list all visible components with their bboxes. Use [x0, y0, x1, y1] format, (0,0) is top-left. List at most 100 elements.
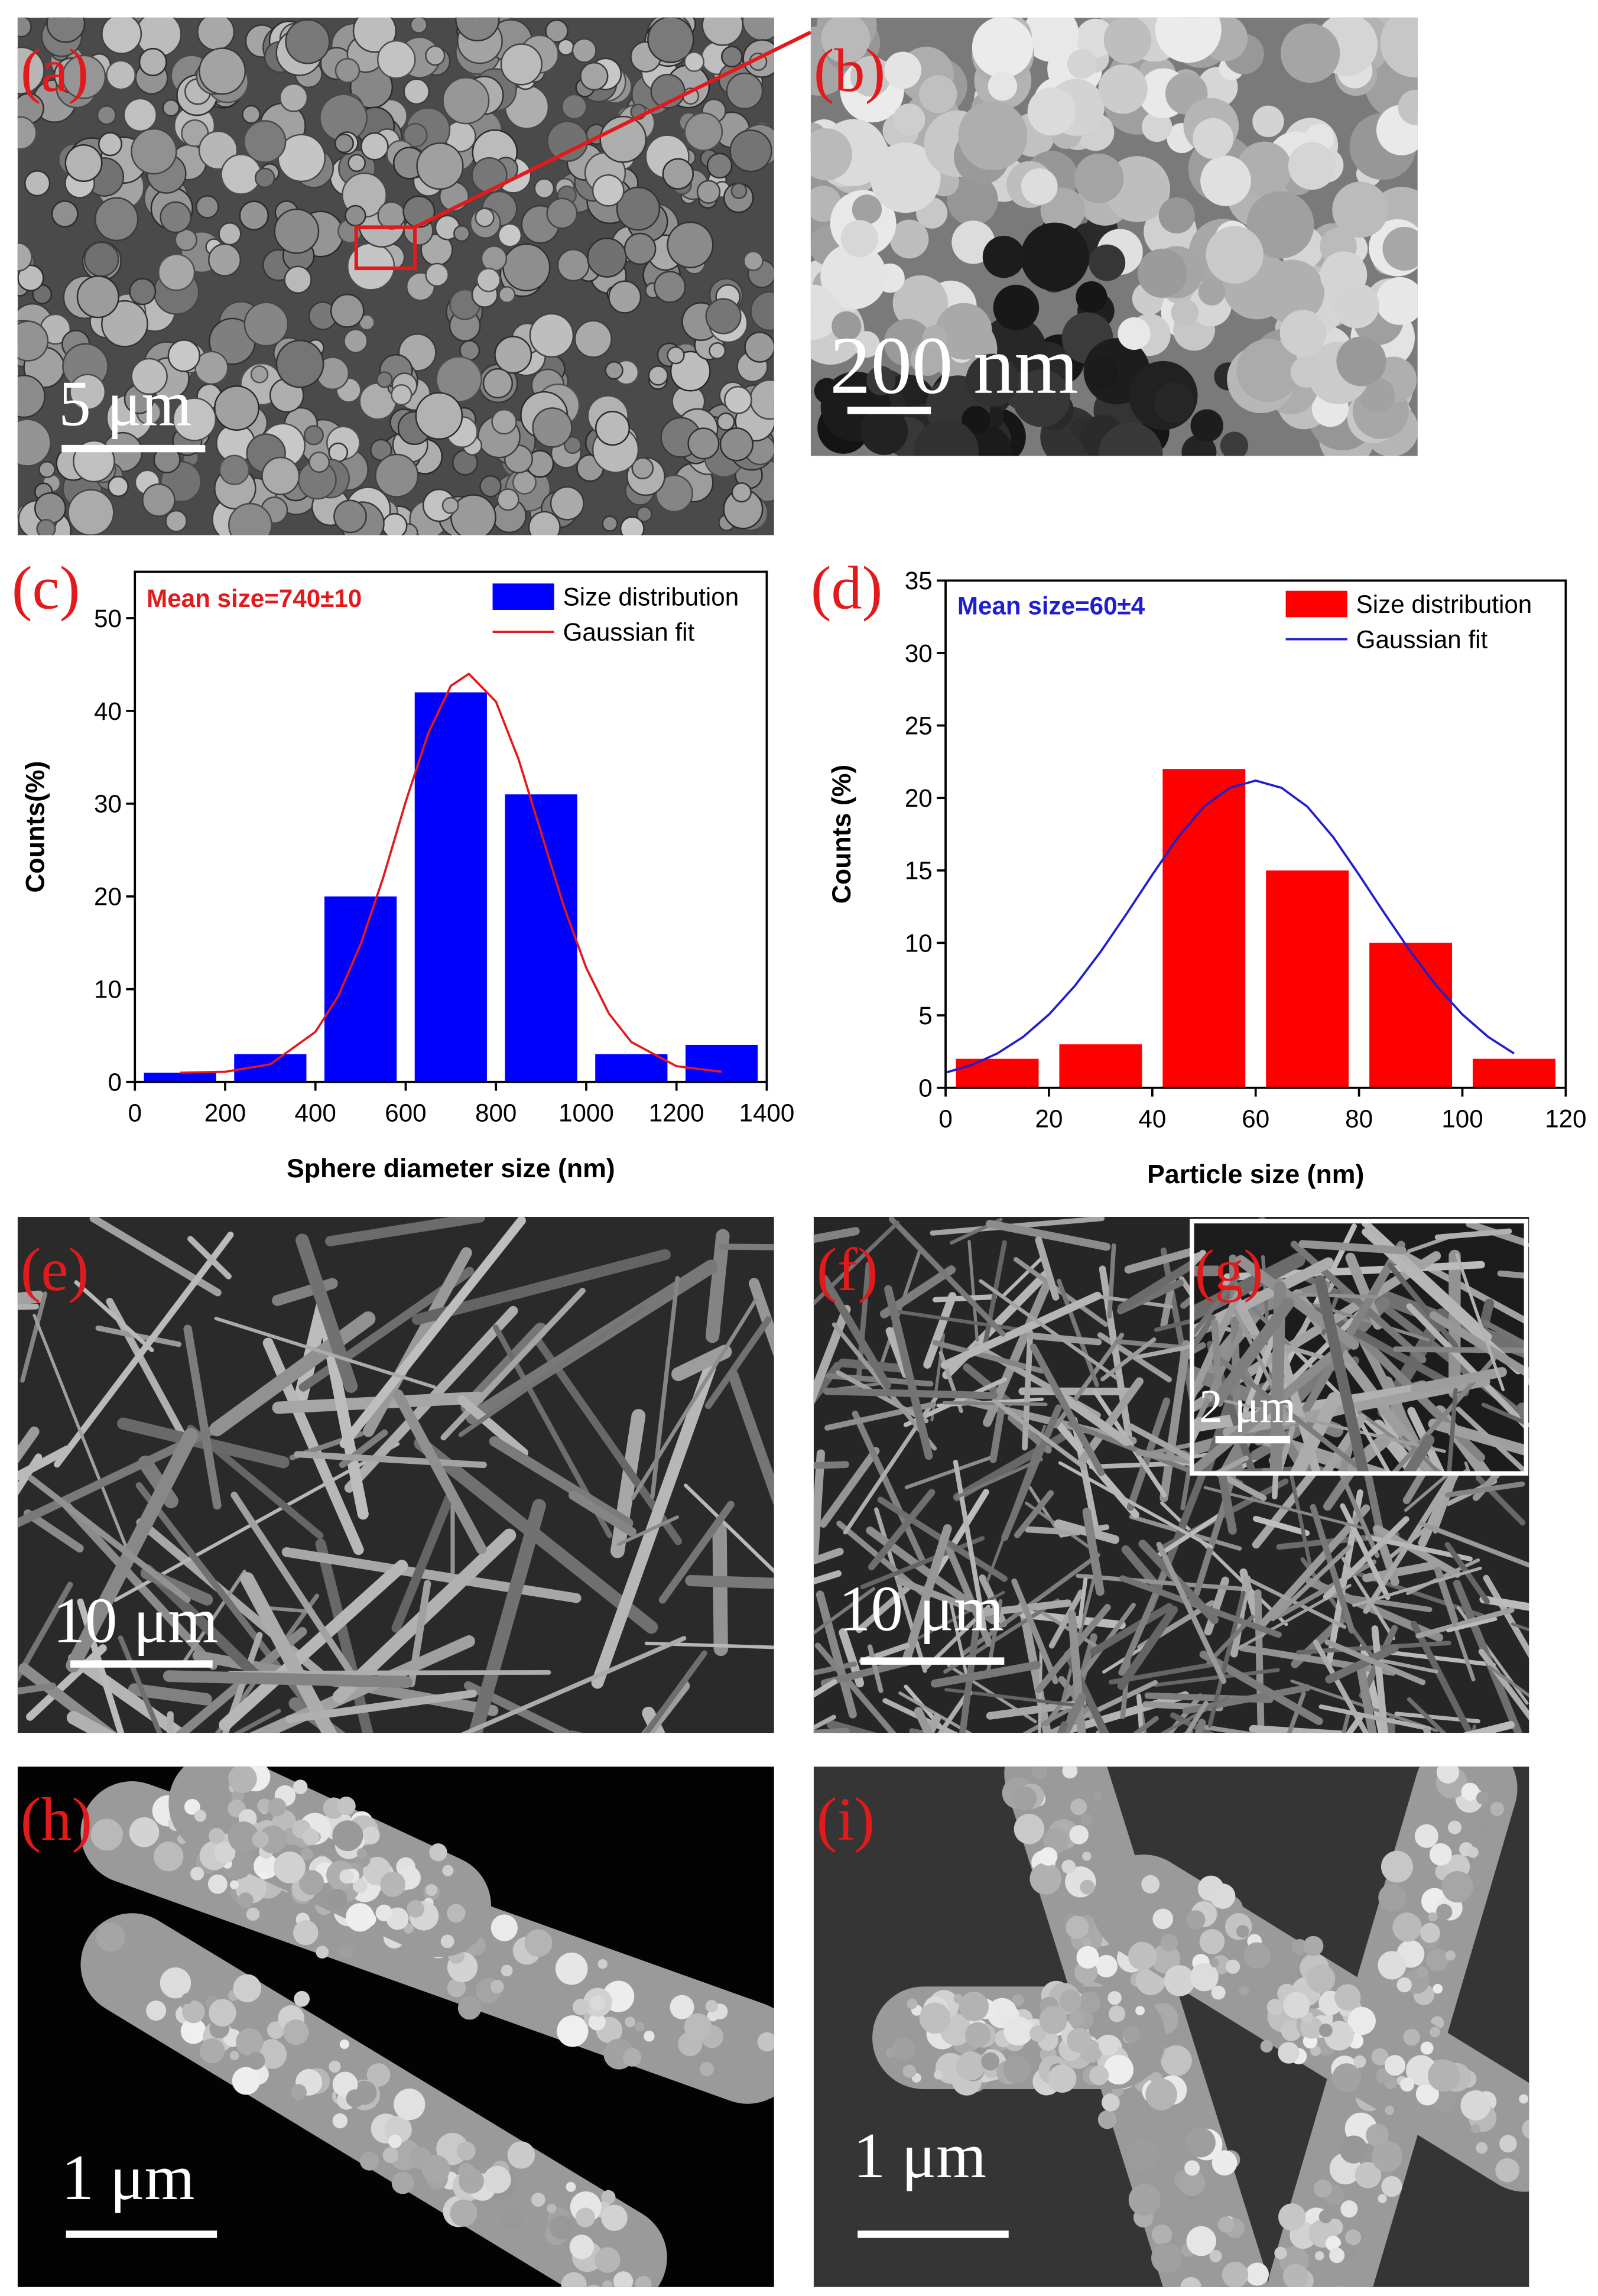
speck: [1334, 1984, 1361, 2011]
particle: [731, 482, 752, 503]
speck: [154, 1842, 184, 1872]
grain: [988, 72, 1018, 101]
particle: [587, 237, 628, 278]
speck: [1103, 2054, 1134, 2085]
particle: [67, 489, 115, 535]
fiber: [440, 1287, 586, 1441]
particle: [333, 499, 367, 534]
particle: [17, 320, 49, 362]
particle: [403, 78, 430, 105]
particle: [742, 17, 774, 41]
particle: [667, 346, 685, 365]
speck: [1378, 2194, 1387, 2203]
fiber: [1090, 1603, 1173, 1656]
speck: [1376, 2125, 1386, 2135]
fiber: [813, 1587, 876, 1635]
speck: [902, 2064, 917, 2078]
particle: [64, 144, 103, 182]
grain: [1236, 339, 1300, 402]
fiber: [1033, 1606, 1098, 1648]
speck: [346, 2089, 365, 2108]
fiber: [1058, 1461, 1213, 1549]
particle: [38, 460, 56, 478]
particle: [476, 267, 501, 293]
y-axis-label: Counts (%): [827, 765, 856, 904]
speck: [549, 2216, 573, 2240]
speck: [356, 1848, 367, 1859]
grain: [1158, 197, 1195, 234]
fiber: [931, 1661, 1041, 1688]
speck: [238, 1892, 254, 1908]
speck: [1081, 1937, 1092, 1947]
speck: [964, 2022, 991, 2048]
grain: [840, 220, 878, 258]
fiber: [1200, 1392, 1237, 1474]
particle: [218, 222, 242, 246]
speck: [1428, 2059, 1460, 2092]
speck: [1245, 2262, 1269, 2286]
speck: [1029, 1862, 1062, 1895]
speck: [1180, 2291, 1198, 2296]
speck: [1335, 2285, 1347, 2287]
speck: [1436, 1766, 1460, 1784]
speck: [233, 1974, 262, 2003]
fiber: [1212, 1297, 1295, 1406]
speck: [294, 1990, 310, 2007]
speck: [1128, 2184, 1161, 2216]
fiber: [1132, 1716, 1159, 1733]
speck: [705, 2000, 718, 2013]
fiber: [1067, 1421, 1190, 1473]
speck: [146, 2001, 167, 2021]
particle: [46, 17, 86, 43]
fiber: [1520, 1242, 1529, 1248]
particle: [162, 99, 180, 117]
speck: [1467, 1846, 1479, 1858]
speck: [1415, 2082, 1439, 2106]
fiber: [468, 1499, 546, 1733]
fiber: [458, 1304, 647, 1437]
x-tick-label: 800: [475, 1099, 517, 1127]
fiber: [704, 1316, 772, 1410]
fiber: [867, 1644, 884, 1693]
particle: [441, 496, 459, 514]
speck: [1426, 1948, 1449, 1972]
fiber: [187, 1236, 232, 1279]
panel-label: (g): [1195, 1239, 1264, 1303]
speck: [1381, 2176, 1402, 2197]
fiber: [813, 1714, 836, 1730]
particle: [655, 475, 693, 512]
grain: [958, 100, 1028, 171]
fiber: [1239, 1644, 1396, 1676]
speck: [253, 1853, 279, 1879]
particle: [696, 180, 721, 204]
fiber: [650, 1275, 680, 1499]
speck: [1260, 2040, 1273, 2053]
grain: [852, 194, 882, 225]
speck: [1029, 2025, 1046, 2042]
speck: [209, 1827, 225, 1844]
fiber: [1361, 1221, 1492, 1341]
speck: [332, 2113, 348, 2129]
fiber: [28, 1475, 191, 1603]
speck: [501, 1964, 513, 1977]
grain: [1206, 226, 1264, 284]
fiber: [1275, 1559, 1377, 1619]
speck: [1070, 1798, 1087, 1816]
fiber: [1418, 1521, 1529, 1568]
fiber: [904, 1455, 994, 1489]
speck: [1429, 1843, 1452, 1866]
particle: [17, 116, 37, 150]
fiber: [1320, 1414, 1366, 1474]
panel-label: (a): [21, 36, 89, 105]
fiber: [1478, 1648, 1529, 1720]
speck: [1079, 1991, 1101, 2014]
speck: [1080, 1879, 1095, 1895]
particle: [370, 439, 392, 462]
panel-label: (d): [811, 553, 882, 622]
speck: [1066, 1915, 1089, 1939]
fiber: [1001, 1255, 1044, 1298]
speck: [207, 1874, 228, 1894]
particle: [17, 242, 33, 272]
speck: [1186, 1910, 1206, 1930]
particle: [684, 51, 704, 72]
